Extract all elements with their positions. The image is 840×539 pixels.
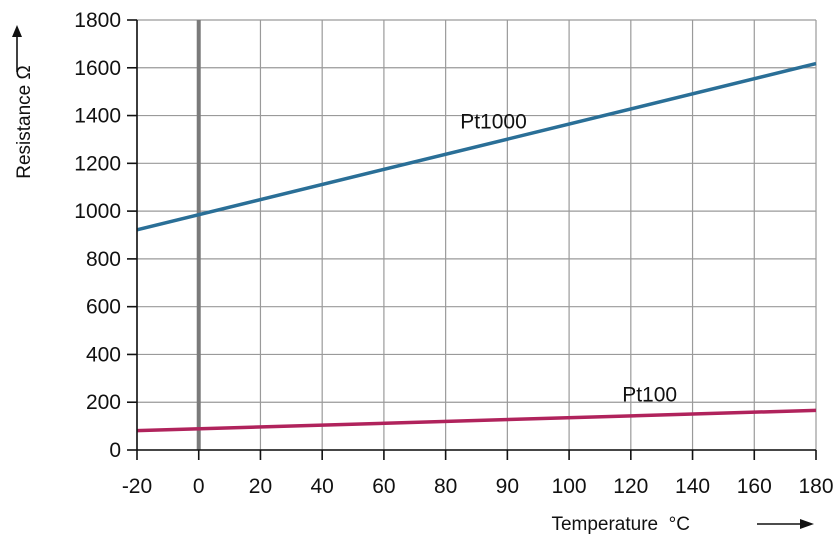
y-tick-label: 1800 [74, 9, 121, 32]
series-labels: Pt1000 Pt100 [460, 111, 677, 407]
x-tick-label: 40 [311, 475, 334, 498]
y-tick-label: 400 [86, 343, 121, 366]
y-axis-arrow-icon [12, 25, 22, 72]
y-tick-label: 1600 [74, 57, 121, 80]
y-tick-label: 1000 [74, 200, 121, 223]
x-tick-label: 120 [613, 475, 648, 498]
axes [127, 19, 817, 460]
y-tick-label: 0 [109, 439, 121, 462]
series-label-pt1000: Pt1000 [460, 111, 527, 134]
x-tick-label: 80 [434, 475, 457, 498]
x-tick-label: 20 [249, 475, 272, 498]
y-tick-label: 600 [86, 296, 121, 319]
series-line-pt100 [136, 408, 817, 433]
x-tick-label: -20 [122, 475, 152, 498]
y-tick-label: 1400 [74, 105, 121, 128]
x-axis-title-group: Temperature °C [551, 514, 814, 535]
x-tick-label: 160 [737, 475, 772, 498]
x-tick-label: 100 [552, 475, 587, 498]
x-tick-label: 90 [496, 475, 519, 498]
x-axis-title: Temperature °C [551, 514, 690, 535]
x-tick-label: 140 [675, 475, 710, 498]
y-tick-label: 200 [86, 391, 121, 414]
series-line-pt1000 [136, 61, 817, 232]
grid-lines [136, 19, 817, 451]
y-tick-label: 1200 [74, 152, 121, 175]
x-tick-label: 180 [798, 475, 833, 498]
x-tick-label: 60 [372, 475, 395, 498]
y-axis-title: Resistance Ω [14, 65, 35, 178]
x-tick-label: 0 [193, 475, 205, 498]
y-axis-title-group: Resistance Ω [12, 25, 35, 179]
x-axis-arrow-icon [757, 519, 814, 529]
series-label-pt100: Pt100 [622, 383, 677, 406]
y-tick-label: 800 [86, 248, 121, 271]
series-lines [136, 61, 817, 433]
